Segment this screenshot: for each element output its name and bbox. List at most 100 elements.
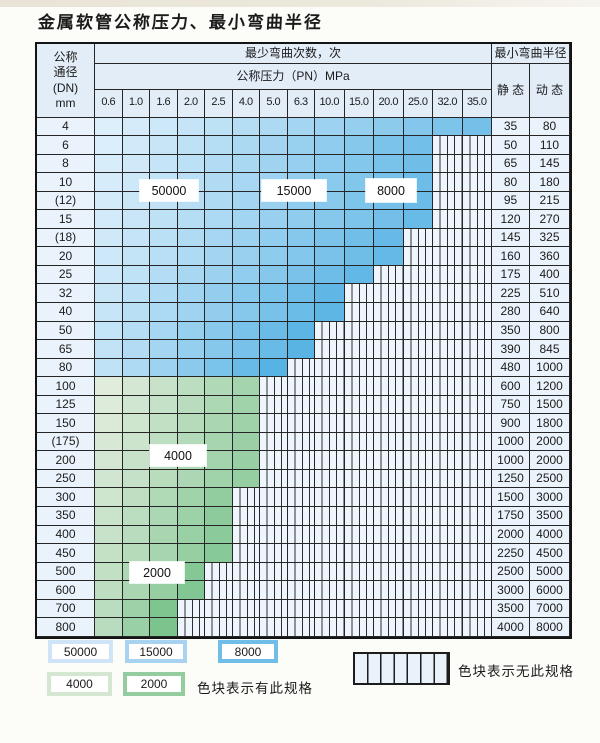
spec-cell	[403, 210, 433, 229]
no-spec-cell	[344, 506, 374, 526]
spec-cell	[315, 154, 345, 174]
spec-cell	[260, 284, 288, 303]
pressure-header-cell: 32.0	[433, 90, 463, 118]
static-value-cell: 280	[492, 302, 530, 322]
no-spec-cell	[374, 340, 404, 359]
dn-cell: 32	[37, 284, 95, 303]
no-spec-cell	[374, 599, 404, 619]
spec-cell	[287, 265, 315, 285]
spec-cell	[232, 432, 260, 452]
spec-cell	[150, 414, 178, 433]
spec-cell	[315, 302, 345, 322]
no-spec-cell	[374, 377, 404, 396]
spec-cell	[150, 117, 178, 137]
spec-cell	[232, 395, 260, 415]
pressure-header-cell: 0.6	[95, 90, 123, 118]
no-spec-cell	[433, 544, 463, 563]
no-spec-cell	[403, 525, 433, 545]
spec-cell	[344, 154, 374, 174]
static-value-cell: 50	[492, 136, 530, 155]
spec-cell	[177, 488, 205, 507]
spec-cell	[177, 395, 205, 415]
static-column-header: 静 态	[492, 64, 530, 118]
no-spec-cell	[462, 377, 492, 396]
no-spec-cell	[403, 451, 433, 470]
no-spec-cell	[315, 506, 345, 526]
no-spec-cell	[232, 506, 260, 526]
static-value-cell: 900	[492, 414, 530, 433]
static-value-cell: 2500	[492, 562, 530, 582]
no-spec-cell	[462, 432, 492, 452]
no-spec-cell	[403, 302, 433, 322]
spec-cell	[150, 377, 178, 396]
no-spec-cell	[374, 302, 404, 322]
no-spec-cell	[433, 451, 463, 470]
no-spec-cell	[315, 451, 345, 470]
no-spec-cell	[462, 562, 492, 582]
spec-cell	[205, 302, 233, 322]
min-bend-radius-header: 最小弯曲半径	[492, 44, 570, 64]
spec-cell	[232, 469, 260, 489]
spec-cell	[95, 358, 123, 378]
spec-cell	[287, 321, 315, 341]
no-spec-cell	[344, 340, 374, 359]
dn-column-header: 公称 通径 (DN) mm	[37, 44, 95, 118]
spec-cell	[287, 247, 315, 266]
no-spec-cell	[344, 581, 374, 600]
static-value-cell: 600	[492, 377, 530, 396]
no-spec-cell	[433, 228, 463, 248]
dn-cell: 80	[37, 358, 95, 378]
spec-cell	[122, 117, 150, 137]
pressure-header-cell: 35.0	[462, 90, 492, 118]
spec-cell	[95, 506, 123, 526]
dn-cell: 100	[37, 377, 95, 396]
no-spec-cell	[315, 321, 345, 341]
spec-cell	[205, 544, 233, 563]
no-spec-cell	[433, 302, 463, 322]
no-spec-cell	[315, 432, 345, 452]
no-spec-cell	[433, 247, 463, 266]
spec-cell	[122, 136, 150, 155]
no-spec-cell	[403, 544, 433, 563]
no-spec-cell	[287, 451, 315, 470]
page-title: 金属软管公称压力、最小弯曲半径	[37, 13, 324, 33]
no-spec-cell	[433, 173, 463, 192]
no-spec-cell	[374, 506, 404, 526]
dynamic-value-cell: 80	[530, 117, 570, 137]
no-spec-cell	[344, 469, 374, 489]
pressure-header-cell: 5.0	[260, 90, 288, 118]
spec-cell	[374, 228, 404, 248]
no-spec-cell	[433, 136, 463, 155]
spec-cell	[232, 302, 260, 322]
spec-cell	[205, 451, 233, 470]
dynamic-value-cell: 1500	[530, 395, 570, 415]
no-spec-cell	[344, 618, 374, 637]
no-spec-cell	[344, 488, 374, 507]
static-value-cell: 480	[492, 358, 530, 378]
spec-cell	[205, 247, 233, 266]
no-spec-cell	[287, 506, 315, 526]
pressure-header-cell: 25.0	[403, 90, 433, 118]
static-value-cell: 35	[492, 117, 530, 137]
spec-cell	[95, 191, 123, 211]
legend-swatch-label: 15000	[129, 644, 183, 659]
no-spec-cell	[462, 284, 492, 303]
spec-cell	[232, 117, 260, 137]
no-spec-cell	[433, 599, 463, 619]
spec-cell	[95, 562, 123, 582]
no-spec-cell	[462, 414, 492, 433]
spec-cell	[205, 284, 233, 303]
dynamic-value-cell: 800	[530, 321, 570, 341]
no-spec-cell	[374, 284, 404, 303]
spec-cell	[95, 581, 123, 600]
spec-cell	[232, 154, 260, 174]
dynamic-value-cell: 6000	[530, 581, 570, 600]
no-spec-cell	[403, 581, 433, 600]
dn-cell: 450	[37, 544, 95, 563]
spec-cell	[150, 154, 178, 174]
no-spec-cell	[403, 358, 433, 378]
static-value-cell: 80	[492, 173, 530, 192]
spec-cell	[344, 210, 374, 229]
spec-cell	[122, 525, 150, 545]
no-spec-cell	[462, 395, 492, 415]
